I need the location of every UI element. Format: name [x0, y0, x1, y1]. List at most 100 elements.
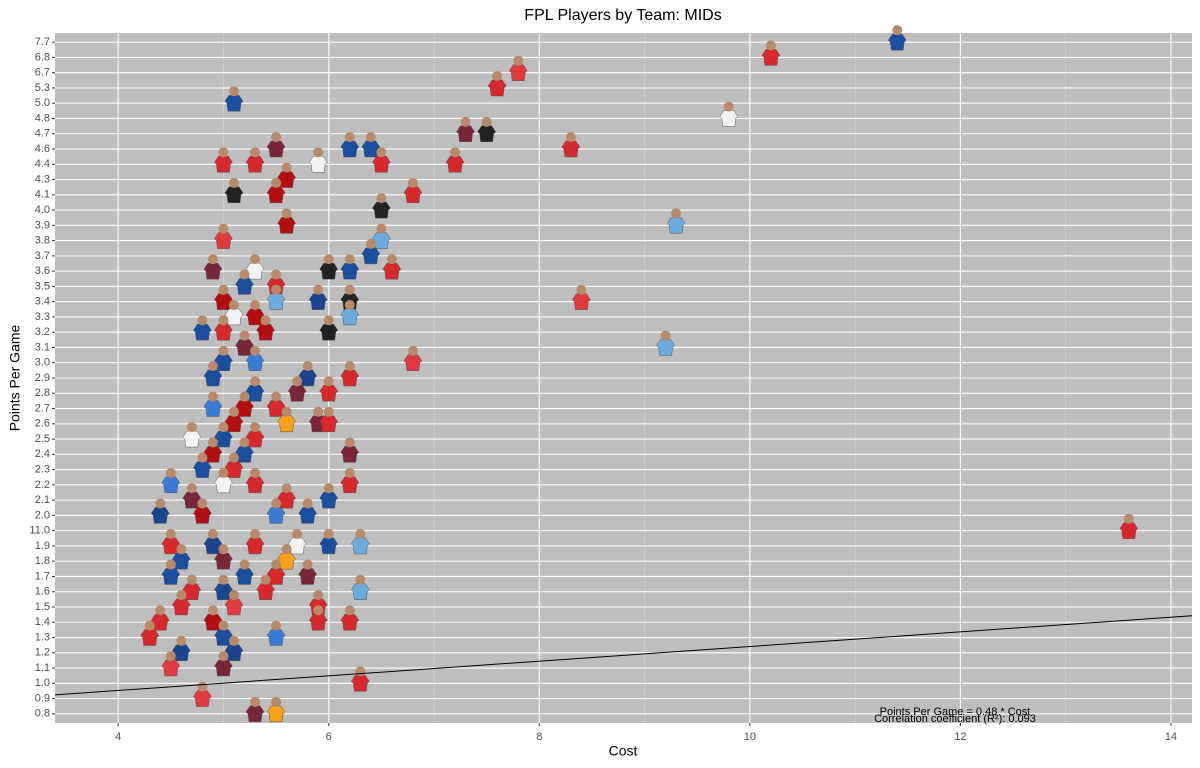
player-head	[376, 223, 387, 234]
player-head	[271, 620, 282, 631]
player-head	[481, 116, 492, 127]
player-head	[250, 422, 261, 433]
player-shirt	[372, 201, 391, 219]
player-shirt	[193, 690, 212, 707]
y-tick-label: 4.4	[35, 158, 50, 170]
player-head	[450, 147, 461, 158]
player-head	[765, 40, 776, 51]
player-shirt	[193, 461, 212, 478]
player-shirt	[266, 140, 286, 158]
player-shirt	[719, 110, 739, 127]
player-shirt	[245, 537, 265, 555]
y-tick-label: 5.0	[35, 97, 50, 109]
player-head	[344, 254, 355, 265]
player-shirt	[203, 262, 223, 280]
y-tick-label: 1.8	[35, 555, 50, 567]
player-head	[407, 345, 418, 356]
player-shirt	[403, 186, 423, 204]
player-shirt	[182, 430, 202, 448]
player-shirt	[561, 140, 581, 158]
player-head	[892, 25, 903, 36]
y-tick-label: 2.5	[35, 433, 50, 445]
y-tick-label: 1.9	[35, 540, 50, 552]
player-head	[407, 177, 418, 188]
player-shirt	[266, 705, 286, 723]
player-shirt	[319, 415, 339, 433]
player-head	[218, 284, 229, 295]
player-head	[250, 376, 261, 387]
y-tick-label: 3.3	[35, 311, 50, 323]
player-shirt	[508, 64, 528, 81]
y-tick-label: 2.7	[35, 402, 50, 414]
player-head	[281, 162, 292, 173]
player-head	[250, 696, 261, 707]
player-shirt	[319, 385, 339, 402]
player-head	[460, 116, 471, 127]
player-shirt	[214, 552, 233, 570]
player-shirt	[245, 354, 265, 371]
player-head	[281, 483, 292, 494]
y-tick-label: 2.3	[35, 463, 50, 475]
player-shirt	[214, 659, 233, 677]
player-head	[344, 361, 355, 371]
player-head	[218, 345, 229, 356]
player-shirt	[487, 79, 507, 97]
y-tick-label: 11.0	[29, 525, 50, 537]
player-shirt	[214, 232, 233, 249]
player-head	[228, 177, 239, 188]
player-head	[513, 55, 524, 66]
y-tick-label: 3.2	[35, 326, 50, 338]
player-head	[344, 132, 355, 143]
player-shirt	[477, 125, 496, 143]
player-shirt	[277, 217, 296, 234]
player-head	[228, 452, 239, 463]
player-shirt	[350, 583, 370, 600]
player-head	[302, 361, 313, 371]
player-shirt	[214, 156, 233, 173]
player-head	[671, 208, 682, 219]
player-head	[386, 254, 397, 265]
player-head	[228, 635, 239, 646]
x-axis-title: Cost	[609, 743, 638, 759]
y-tick-label: 2.0	[35, 509, 50, 521]
y-tick-label: 2.6	[35, 418, 50, 430]
player-head	[365, 238, 376, 249]
player-shirt	[203, 400, 223, 417]
player-shirt	[350, 675, 370, 692]
x-tick-label: 12	[954, 731, 966, 743]
player-head	[218, 422, 229, 433]
player-head	[302, 559, 313, 570]
player-shirt	[287, 385, 307, 402]
player-head	[250, 299, 261, 310]
player-head	[323, 315, 334, 326]
player-head	[344, 467, 355, 478]
player-shirt	[224, 186, 244, 204]
player-head	[239, 437, 250, 448]
y-tick-label: 3.0	[35, 357, 50, 369]
y-tick-label: 1.4	[35, 616, 50, 628]
x-tick-label: 6	[326, 731, 332, 743]
y-tick-label: 0.8	[35, 708, 50, 720]
player-head	[271, 498, 282, 509]
player-head	[228, 86, 239, 97]
player-head	[228, 589, 239, 600]
player-head	[239, 269, 250, 280]
player-shirt	[319, 537, 339, 555]
player-shirt	[666, 217, 686, 234]
player-shirt	[214, 476, 233, 494]
player-head	[207, 605, 218, 616]
player-head	[239, 559, 250, 570]
player-shirt	[340, 140, 360, 158]
player-head	[250, 147, 261, 158]
player-head	[218, 467, 229, 478]
player-head	[207, 361, 218, 371]
player-shirt	[266, 186, 286, 204]
y-tick-label: 3.8	[35, 235, 50, 247]
player-head	[197, 315, 208, 326]
y-tick-label: 1.1	[35, 662, 50, 674]
player-head	[144, 620, 155, 631]
player-head	[1123, 513, 1134, 524]
player-head	[323, 376, 334, 387]
y-tick-label: 3.1	[35, 341, 50, 353]
player-shirt	[298, 507, 317, 524]
